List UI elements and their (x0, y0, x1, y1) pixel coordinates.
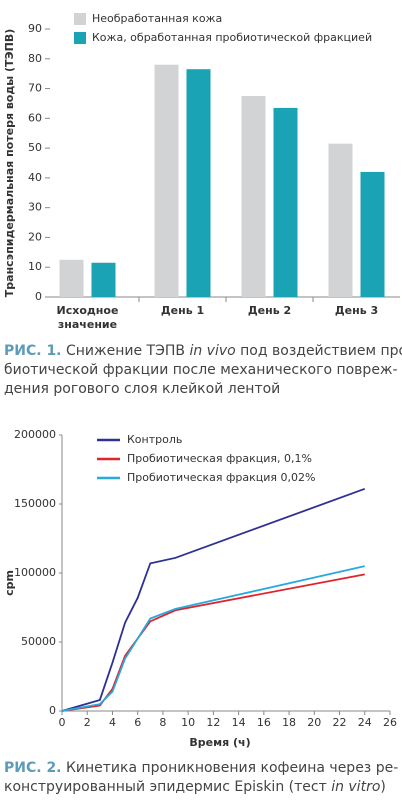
y-tick-label: 150000 (14, 497, 56, 510)
y-tick-label: 50000 (21, 635, 56, 648)
y-tick-label: 50 (28, 141, 42, 154)
x-tick-label: 6 (134, 716, 141, 729)
x-tick-label: 26 (383, 716, 397, 729)
x-tick-label: 0 (59, 716, 66, 729)
legend-label: Необработанная кожа (92, 12, 222, 25)
caption-segment: in vivo (189, 343, 235, 359)
y-tick-label: 90 (28, 22, 42, 35)
x-tick-label: 22 (333, 716, 347, 729)
caption-segment: дения рогового слоя клейкой лентой (4, 381, 280, 397)
caption-line: дения рогового слоя клейкой лентой (4, 381, 280, 397)
bar (273, 107, 298, 298)
x-tick-label: 4 (109, 716, 116, 729)
series-line (61, 565, 365, 712)
y-tick-label: 0 (35, 290, 42, 303)
y-tick-label: 0 (49, 704, 56, 717)
y-axis-label: cpm (3, 570, 16, 596)
y-tick-label: 30 (28, 201, 42, 214)
y-tick-label: 100000 (14, 566, 56, 579)
caption-segment: РИС. 2. (4, 760, 62, 776)
caption-segment: in vitro (331, 779, 380, 795)
bar (328, 143, 353, 297)
bar (154, 64, 179, 297)
legend-label: Контроль (127, 433, 182, 446)
legend-swatch (74, 13, 86, 25)
y-tick-label: 40 (28, 171, 42, 184)
x-tick-label: День 1 (161, 304, 204, 317)
caption-segment: конструированный эпидермис Episkin (тест (4, 779, 331, 795)
legend-label: Пробиотическая фракция 0,02% (127, 471, 315, 484)
series-line (61, 573, 365, 712)
x-axis-label: Время (ч) (189, 736, 250, 749)
y-tick-label: 60 (28, 111, 42, 124)
x-tick-label: Исходное значение (57, 304, 119, 331)
caption-segment: РИС. 1. (4, 343, 62, 359)
y-axis-label: Трансэпидермальная потеря воды (ТЭПВ) (3, 29, 16, 297)
x-tick-label: 16 (257, 716, 271, 729)
bar (360, 171, 385, 297)
x-tick-label: 14 (232, 716, 246, 729)
caption-segment: Кинетика проникновения кофеина через ре- (62, 760, 399, 776)
series-line (61, 487, 366, 712)
x-tick-label: День 2 (248, 304, 291, 317)
caption-line: конструированный эпидермис Episkin (тест… (4, 779, 386, 795)
y-tick-label: 70 (28, 82, 42, 95)
y-tick-label: 80 (28, 52, 42, 65)
bar (186, 69, 211, 297)
x-tick-label: 20 (307, 716, 321, 729)
x-tick-label: 10 (181, 716, 195, 729)
y-tick-label: 10 (28, 260, 42, 273)
bar (91, 262, 116, 297)
bar (59, 259, 84, 297)
caption-line: биотической фракции после механического … (4, 362, 398, 378)
caption-segment: под воздействием про- (236, 343, 402, 359)
legend-swatch (74, 32, 86, 44)
y-tick-label: 200000 (14, 428, 56, 441)
x-tick-label: 8 (159, 716, 166, 729)
caption-segment: ) (380, 779, 385, 795)
x-tick-label: 24 (358, 716, 372, 729)
bar (241, 96, 266, 297)
x-tick-label: 18 (282, 716, 296, 729)
x-tick-label: День 3 (335, 304, 378, 317)
x-tick-label: 12 (206, 716, 220, 729)
caption-line: РИС. 1. Снижение ТЭПВ in vivo под воздей… (4, 343, 402, 359)
x-tick-label: 2 (84, 716, 91, 729)
y-tick-label: 20 (28, 230, 42, 243)
caption-line: РИС. 2. Кинетика проникновения кофеина ч… (4, 760, 398, 776)
legend-label: Пробиотическая фракция, 0,1% (127, 452, 312, 465)
caption-segment: биотической фракции после механического … (4, 362, 398, 378)
caption-segment: Снижение ТЭПВ (62, 343, 190, 359)
legend-label: Кожа, обработанная пробиотической фракци… (92, 31, 372, 44)
